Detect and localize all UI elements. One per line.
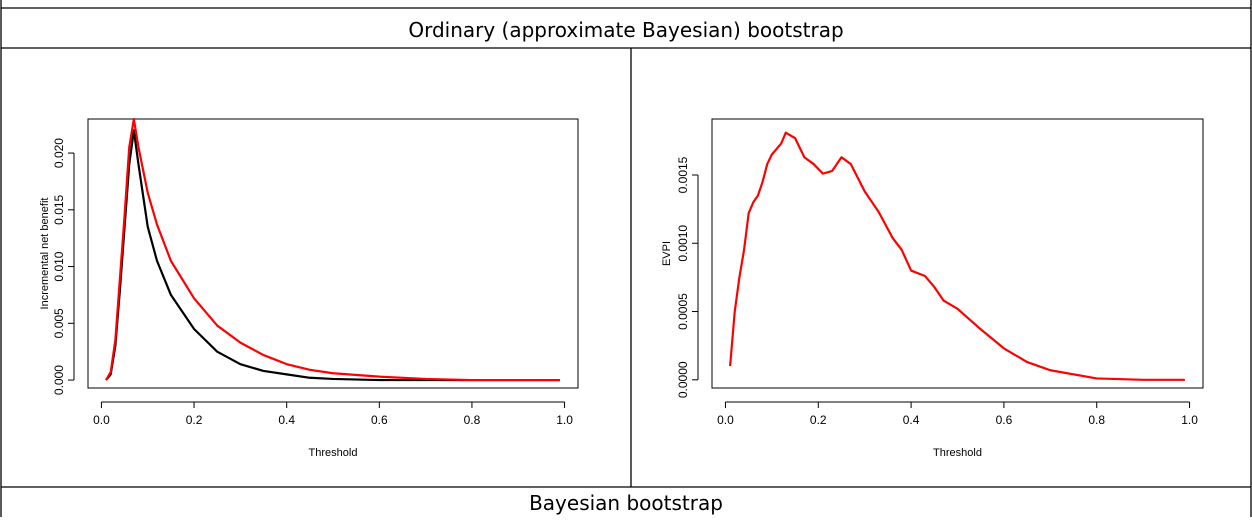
x-tick-label: 0.4 <box>903 413 920 427</box>
x-tick-label: 0.0 <box>93 413 110 427</box>
y-tick-label: 0.020 <box>52 138 66 168</box>
x-axis-label: Threshold <box>933 447 982 459</box>
x-tick-label: 0.8 <box>464 413 481 427</box>
x-tick-label: 0.2 <box>810 413 827 427</box>
data-line <box>105 117 560 382</box>
x-axis-label: Threshold <box>309 447 358 459</box>
data-line <box>105 129 560 382</box>
y-tick-label: 0.0000 <box>676 361 690 398</box>
y-axis-label: EVPI <box>661 241 673 266</box>
x-tick-label: 0.6 <box>996 413 1013 427</box>
x-tick-label: 0.0 <box>717 413 734 427</box>
row-header: Bayesian bootstrap <box>529 491 723 515</box>
y-tick-label: 0.015 <box>52 194 66 224</box>
x-tick-label: 1.0 <box>556 413 573 427</box>
y-axis-label: Incremental net benefit <box>39 198 51 310</box>
x-tick-label: 0.4 <box>278 413 295 427</box>
x-tick-label: 1.0 <box>1181 413 1198 427</box>
x-tick-label: 0.8 <box>1088 413 1105 427</box>
y-tick-label: 0.0015 <box>676 156 690 193</box>
plot-box <box>711 118 1204 389</box>
y-tick-label: 0.010 <box>52 251 66 281</box>
x-tick-label: 0.6 <box>371 413 388 427</box>
x-tick-label: 0.2 <box>186 413 203 427</box>
data-line <box>729 131 1185 381</box>
plot-box <box>87 118 579 389</box>
row-header: Ordinary (approximate Bayesian) bootstra… <box>408 18 843 42</box>
y-tick-label: 0.000 <box>52 365 66 395</box>
y-tick-label: 0.0010 <box>676 225 690 262</box>
y-tick-label: 0.0005 <box>676 293 690 330</box>
y-tick-label: 0.005 <box>52 308 66 338</box>
